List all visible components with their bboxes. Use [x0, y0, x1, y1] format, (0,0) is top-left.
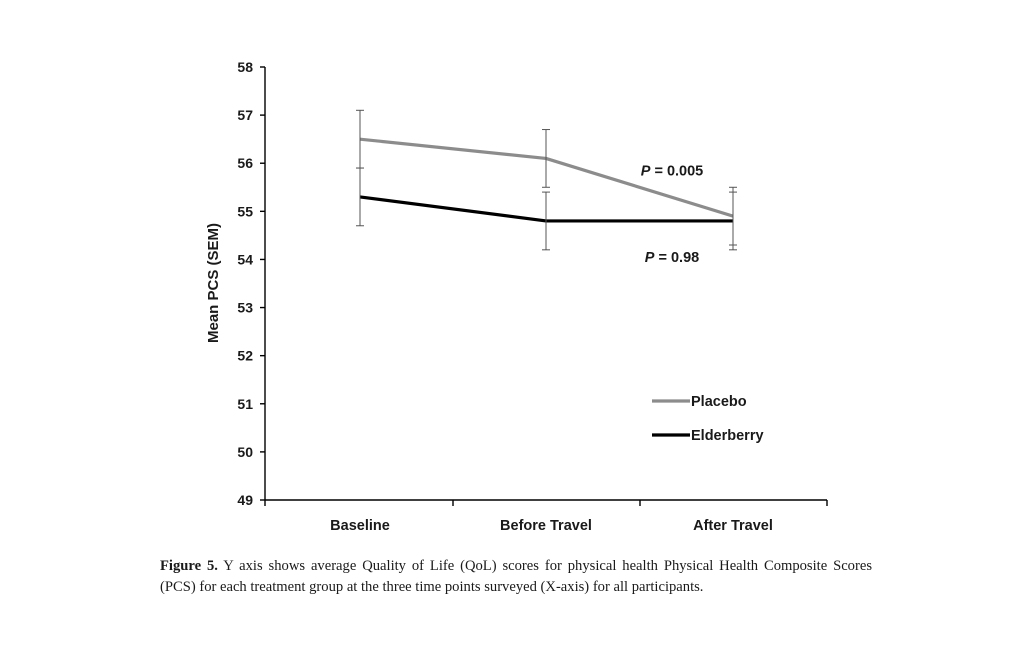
chart: 49 50 51 52 53 54 55 56 57 58 Baseline Before Trav… — [205, 59, 828, 534]
y-tick-label: 51 — [237, 396, 253, 412]
p-value-symbol: P — [641, 163, 651, 179]
legend-label-elderberry: Elderberry — [691, 428, 764, 444]
x-tick-label: Baseline — [330, 518, 390, 534]
y-tick-label: 56 — [237, 155, 253, 171]
y-tick-label: 53 — [237, 300, 253, 316]
legend-label-placebo: Placebo — [691, 394, 747, 410]
y-tick-label: 52 — [237, 348, 253, 364]
p-value-annotation: P = 0.005 — [641, 163, 703, 179]
y-tick-label: 58 — [237, 59, 253, 75]
y-tick-label: 54 — [237, 251, 253, 267]
y-axis-label: Mean PCS (SEM) — [205, 223, 222, 343]
y-axis: 49 50 51 52 53 54 55 56 57 58 — [237, 59, 266, 508]
y-tick-label: 50 — [237, 444, 253, 460]
p-value-text: = 0.98 — [654, 250, 699, 266]
y-tick-label: 55 — [237, 203, 253, 219]
y-tick-label: 49 — [237, 492, 253, 508]
x-tick-label: After Travel — [693, 518, 773, 534]
x-tick-label: Before Travel — [500, 518, 592, 534]
p-value-text: = 0.005 — [650, 163, 703, 179]
caption-text: Y axis shows average Quality of Life (Qo… — [160, 558, 873, 595]
p-value-annotation: P = 0.98 — [645, 250, 699, 266]
figure-caption: Figure 5. Y axis shows average Quality o… — [160, 556, 872, 597]
y-tick-label: 57 — [237, 107, 253, 123]
figure-label: Figure 5. — [160, 558, 218, 574]
p-value-symbol: P — [645, 250, 655, 266]
legend: Placebo Elderberry — [652, 394, 764, 444]
x-axis: Baseline Before Travel After Travel — [264, 499, 828, 534]
series-lines — [356, 109, 737, 251]
